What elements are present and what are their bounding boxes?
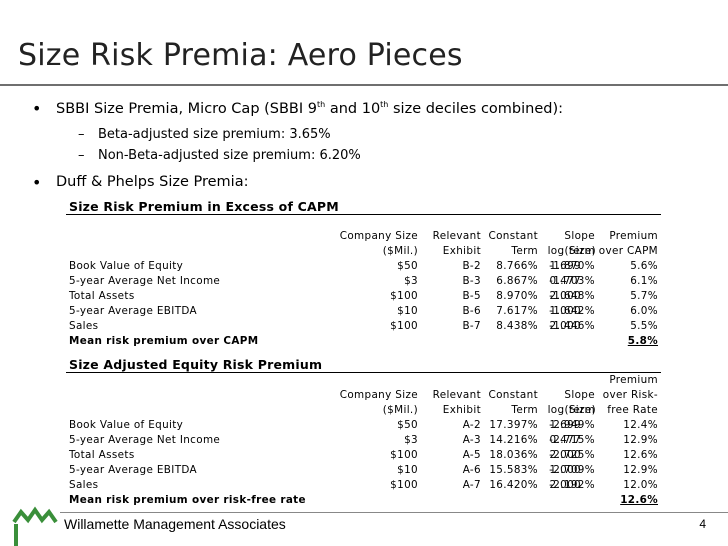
title-divider <box>0 84 728 86</box>
mountain-logo-icon <box>12 506 58 546</box>
table-capm-mean-row: Mean risk premium over CAPM 5.8% <box>69 335 658 347</box>
mean-risk-free-value: 12.6% <box>620 494 658 506</box>
table-risk-free-header-0: Premium <box>609 374 658 386</box>
table-row: Total Assets $100 B-5 8.970% -1.648% 2.0… <box>69 290 658 302</box>
bullet-dot: • <box>32 173 42 192</box>
table-row: 5-year Average Net Income $3 A-3 14.216%… <box>69 434 658 446</box>
table-capm-title: Size Risk Premium in Excess of CAPM <box>69 199 339 214</box>
table-risk-free-title: Size Adjusted Equity Risk Premium <box>69 357 323 372</box>
slide-title: Size Risk Premia: Aero Pieces <box>18 38 463 73</box>
table-risk-free: Size Adjusted Equity Risk Premium Premiu… <box>66 357 661 508</box>
table-row: 5-year Average EBITDA $10 B-6 7.617% -1.… <box>69 305 658 317</box>
bullet-sbbi-text: SBBI Size Premia, Micro Cap (SBBI 9th an… <box>56 100 564 117</box>
page-number: 4 <box>699 517 706 531</box>
table-row: Total Assets $100 A-5 18.036% -2.725% 2.… <box>69 449 658 461</box>
table-capm-header-1: Company Size Relevant Constant Slope Pre… <box>339 230 658 242</box>
footer-company-name: Willamette Management Associates <box>64 516 286 532</box>
table-risk-free-header-1: Company Size Relevant Constant Slope ove… <box>339 389 658 401</box>
table-row: Sales $100 A-7 16.420% -2.192% 2.000 12.… <box>69 479 658 491</box>
table-risk-free-rule <box>66 372 661 373</box>
table-capm: Size Risk Premium in Excess of CAPM Comp… <box>66 199 661 349</box>
table-risk-free-header-2: ($Mil.) Exhibit Term term log(Size) free… <box>382 404 658 416</box>
table-row: 5-year Average Net Income $3 B-3 6.867% … <box>69 275 658 287</box>
footer-divider <box>60 512 728 513</box>
bullet-dot: • <box>32 99 42 118</box>
table-capm-header-2: ($Mil.) Exhibit Term term log(Size) over… <box>382 245 658 257</box>
table-row: Sales $100 B-7 8.438% -1.446% 2.000 5.5% <box>69 320 658 332</box>
mean-capm-value: 5.8% <box>627 335 658 347</box>
table-row: 5-year Average EBITDA $10 A-6 15.583% -2… <box>69 464 658 476</box>
table-risk-free-mean-row: Mean risk premium over risk-free rate 12… <box>69 494 658 506</box>
table-row: Book Value of Equity $50 A-2 17.397% -2.… <box>69 419 658 431</box>
table-row: Book Value of Equity $50 B-2 8.766% -1.8… <box>69 260 658 272</box>
table-capm-rule <box>66 214 661 215</box>
